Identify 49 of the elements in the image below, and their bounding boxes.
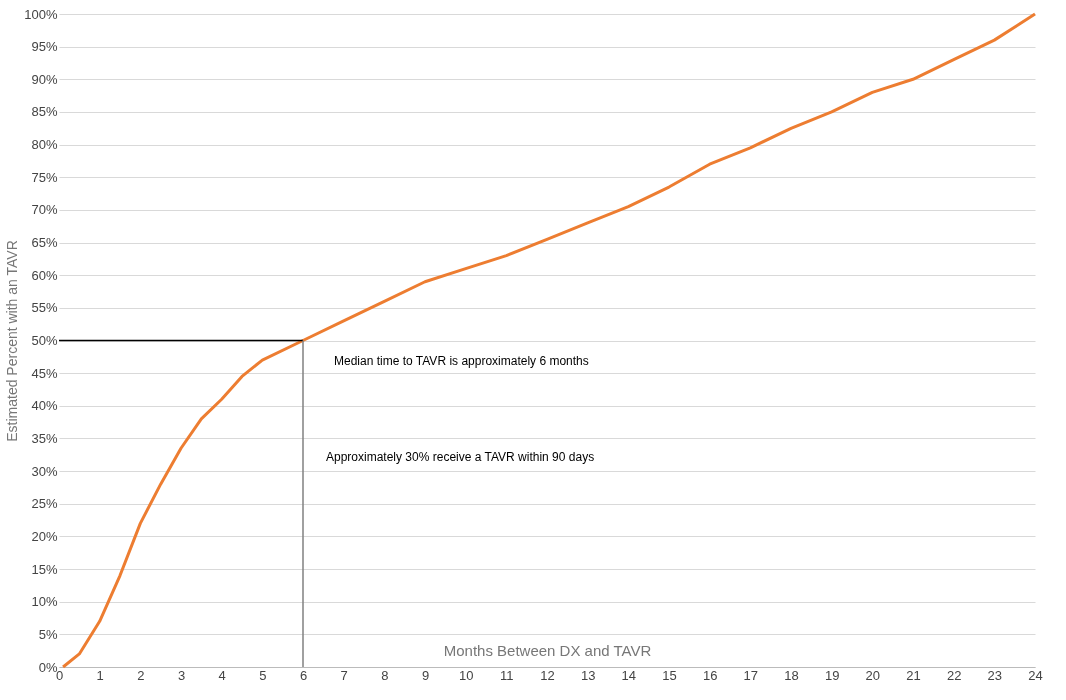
y-tick-label: 50% (31, 333, 58, 348)
y-tick-label: 90% (31, 71, 58, 87)
x-tick-label: 22 (946, 667, 962, 683)
y-tick-label: 95% (31, 39, 58, 55)
x-tick-label: 18 (784, 667, 799, 683)
x-tick-label: 21 (906, 667, 921, 683)
x-tick-label: 23 (987, 667, 1003, 683)
y-tick-label: 5% (38, 626, 58, 642)
x-tick-label: 20 (865, 667, 881, 683)
y-tick-label: 55% (31, 300, 58, 316)
y-tick-label: 70% (31, 202, 58, 218)
y-tick-label: 60% (31, 267, 58, 283)
x-tick-label: 8 (381, 667, 389, 683)
x-tick-label: 13 (580, 667, 596, 683)
y-tick-label: 20% (31, 528, 58, 544)
x-tick-label: 16 (702, 667, 718, 683)
y-tick-label: 75% (31, 169, 58, 185)
x-tick-label: 2 (137, 667, 145, 683)
y-tick-label: 65% (31, 235, 58, 251)
x-tick-label: 12 (540, 667, 555, 683)
x-tick-label: 10 (458, 667, 474, 683)
y-tick-label: 40% (31, 398, 58, 414)
x-tick-label: 7 (340, 667, 348, 683)
y-tick-label: 30% (31, 463, 58, 479)
x-tick-label: 17 (743, 667, 759, 683)
x-tick-label: 5 (259, 667, 267, 683)
y-tick-label: 45% (31, 365, 58, 381)
y-tick-label: 85% (31, 104, 58, 120)
x-tick-label: 4 (218, 667, 226, 683)
x-tick-label: 11 (500, 667, 514, 683)
x-tick-label: 6 (299, 667, 308, 683)
x-tick-label: 3 (177, 667, 186, 683)
x-axis-title: Months Between DX and TAVR (443, 641, 652, 659)
y-tick-label: 100% (24, 6, 58, 22)
x-tick-label: 15 (662, 667, 677, 683)
y-tick-label: 25% (31, 496, 58, 512)
x-tick-label: 9 (421, 667, 430, 683)
line-series (61, 12, 1037, 669)
y-tick-label: 80% (31, 137, 58, 153)
y-tick-label: 35% (31, 430, 58, 446)
annotation: Median time to TAVR is approximately 6 months (334, 354, 589, 368)
x-tick-label: 24 (1028, 667, 1043, 683)
x-tick-label: 14 (621, 667, 637, 683)
annotation: Approximately 30% receive a TAVR within 90 days (326, 450, 595, 464)
y-tick-label: 15% (31, 561, 58, 577)
y-axis-title: Estimated Percent with an TAVR (4, 240, 21, 442)
y-tick-label: 10% (31, 594, 58, 610)
x-tick-label: 19 (824, 667, 840, 683)
x-tick-label: 1 (96, 667, 104, 683)
